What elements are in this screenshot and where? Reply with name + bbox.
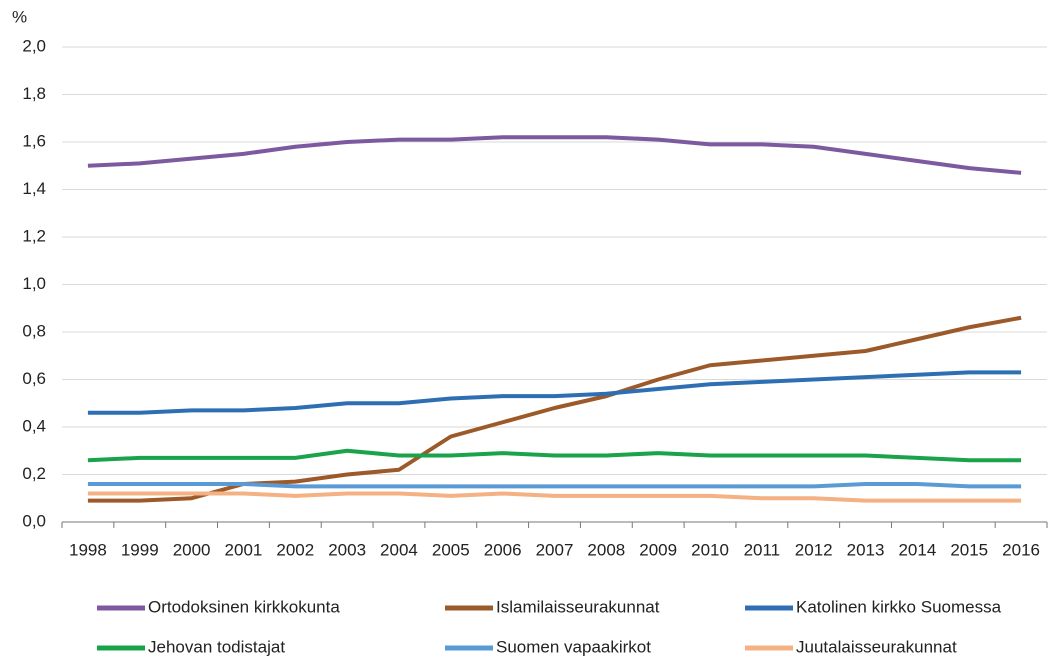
x-tick-label: 2001 (225, 540, 263, 559)
x-tick-label: 1999 (121, 540, 159, 559)
x-tick-label: 2013 (847, 540, 885, 559)
legend-label: Juutalaisseurakunnat (796, 637, 957, 656)
y-tick-label: 0,8 (22, 321, 46, 340)
x-tick-label: 2005 (432, 540, 470, 559)
y-tick-label: 1,0 (22, 274, 46, 293)
x-tick-label: 2012 (795, 540, 833, 559)
x-tick-label: 2002 (276, 540, 314, 559)
series-line (87, 482, 1022, 489)
legend-label: Islamilaisseurakunnat (496, 597, 660, 616)
series-line (87, 491, 1022, 503)
x-tick-label: 2015 (950, 540, 988, 559)
x-tick-label: 2010 (691, 540, 729, 559)
y-tick-label: 2,0 (22, 36, 46, 55)
legend-label: Ortodoksinen kirkkokunta (148, 597, 340, 616)
legend-label: Suomen vapaakirkot (496, 637, 651, 656)
x-tick-label: 2007 (536, 540, 574, 559)
series-line (87, 448, 1022, 463)
legend-label: Katolinen kirkko Suomessa (796, 597, 1002, 616)
legend-label: Jehovan todistajat (148, 637, 285, 656)
y-tick-label: 0,2 (22, 464, 46, 483)
x-tick-label: 2004 (380, 540, 418, 559)
y-tick-label: 1,8 (22, 84, 46, 103)
x-tick-label: 2009 (639, 540, 677, 559)
x-tick-label: 2003 (328, 540, 366, 559)
x-tick-label: 2014 (898, 540, 936, 559)
series-line (87, 370, 1022, 415)
y-tick-label: 0,4 (22, 416, 46, 435)
x-tick-label: 2008 (587, 540, 625, 559)
y-tick-label: 0,6 (22, 369, 46, 388)
x-tick-label: 1998 (69, 540, 107, 559)
x-tick-label: 2011 (744, 540, 781, 559)
x-tick-label: 2016 (1002, 540, 1040, 559)
series-line (87, 135, 1022, 175)
y-tick-label: 0,0 (22, 511, 46, 530)
y-tick-label: 1,2 (22, 226, 46, 245)
y-tick-label: 1,6 (22, 131, 46, 150)
y-unit: % (12, 7, 27, 26)
y-tick-label: 1,4 (22, 179, 46, 198)
x-tick-label: 2000 (173, 540, 211, 559)
x-tick-label: 2006 (484, 540, 522, 559)
